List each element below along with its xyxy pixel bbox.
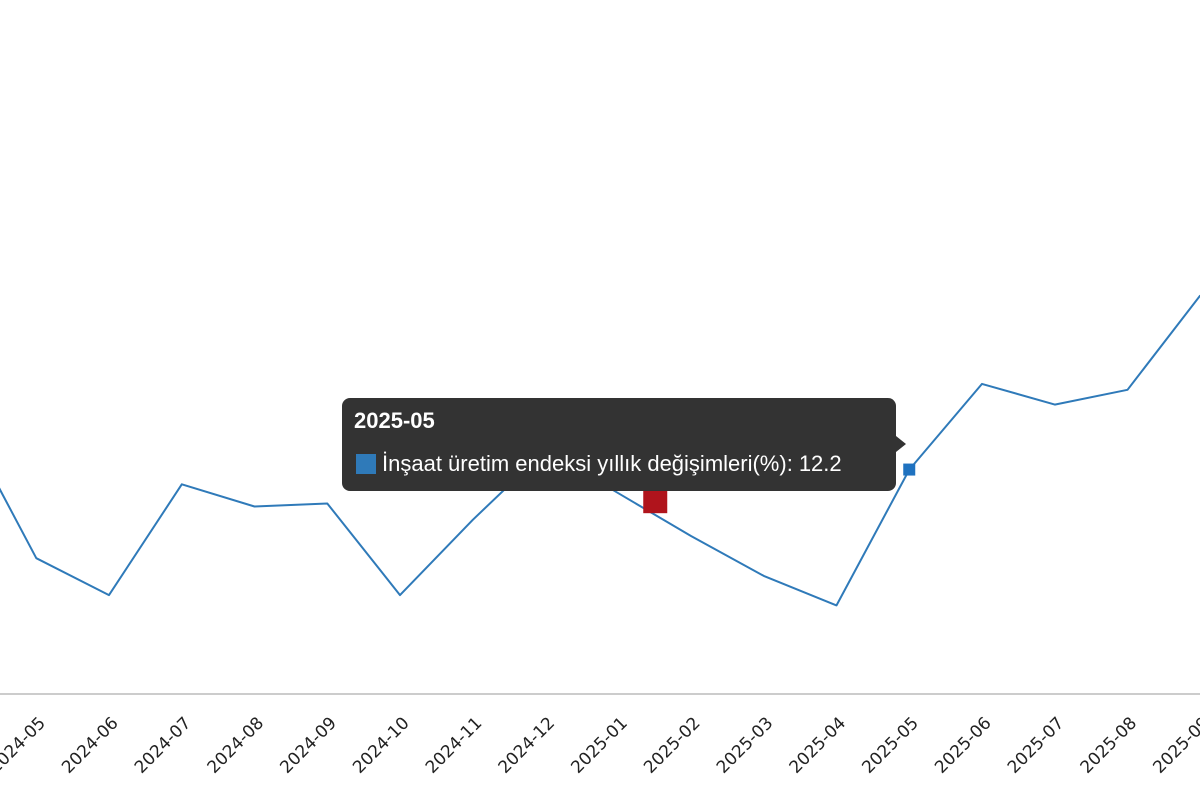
tooltip-value: 12.2 xyxy=(798,451,842,476)
x-tick-label: 2025-01 xyxy=(567,713,631,777)
highlight-marker[interactable] xyxy=(643,489,668,514)
data-point-2024-11[interactable] xyxy=(467,514,479,526)
x-tick-label: 2025-06 xyxy=(931,713,995,777)
data-point-2024-09[interactable] xyxy=(321,498,333,510)
x-tick-label: 2024-05 xyxy=(0,713,50,777)
tooltip-row: İnşaat üretim endeksi yıllık değişimleri… xyxy=(356,451,842,477)
data-point-2025-09[interactable] xyxy=(1194,289,1200,301)
data-point-2025-06[interactable] xyxy=(976,378,988,390)
tooltip-pointer xyxy=(896,436,906,452)
x-tick-label: 2024-07 xyxy=(131,713,195,777)
data-point-2024-08[interactable] xyxy=(249,500,261,512)
data-point-2024-07[interactable] xyxy=(176,478,188,490)
x-tick-label: 2024-10 xyxy=(349,713,413,777)
x-tick-label: 2025-07 xyxy=(1004,713,1068,777)
x-tick-label: 2024-09 xyxy=(276,713,340,777)
x-tick-label: 2025-03 xyxy=(713,713,777,777)
data-point-2025-08[interactable] xyxy=(1122,384,1134,396)
hover-marker[interactable] xyxy=(903,463,916,476)
x-axis-ticks: 2024-05 2024-06 2024-07 2024-08 2024-09 2024-… xyxy=(0,713,1200,777)
x-tick-label: 2024-06 xyxy=(58,713,122,777)
x-tick-label: 2025-05 xyxy=(858,713,922,777)
x-tick-label: 2025-09 xyxy=(1149,713,1200,777)
data-point-2024-10[interactable] xyxy=(394,589,406,601)
tooltip-series-swatch xyxy=(356,454,376,474)
data-point-2025-02[interactable] xyxy=(685,530,697,542)
x-tick-label: 2025-04 xyxy=(786,713,850,777)
data-point-2025-07[interactable] xyxy=(1049,399,1061,411)
data-point-2025-04[interactable] xyxy=(831,599,843,611)
x-tick-label: 2024-11 xyxy=(422,713,486,777)
data-point-2024-05[interactable] xyxy=(30,552,42,564)
tooltip-series-label: İnşaat üretim endeksi yıllık değişimleri… xyxy=(382,451,793,476)
tooltip-title: 2025-05 xyxy=(354,408,435,433)
data-point-2025-03[interactable] xyxy=(758,570,770,582)
x-tick-label: 2025-02 xyxy=(640,713,704,777)
x-tick-label: 2025-08 xyxy=(1077,713,1141,777)
x-tick-label: 2024-12 xyxy=(495,713,559,777)
data-point-2024-06[interactable] xyxy=(103,589,115,601)
tooltip: 2025-05 İnşaat üretim endeksi yıllık değ… xyxy=(342,398,896,491)
x-tick-label: 2024-08 xyxy=(204,713,268,777)
